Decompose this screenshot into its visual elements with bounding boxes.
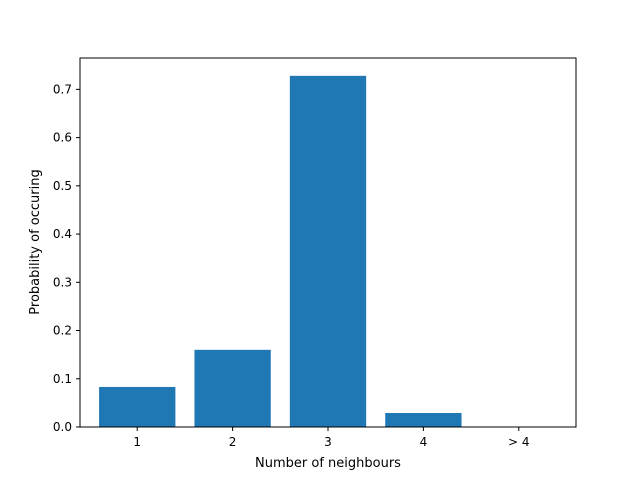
x-tick-label: 4: [420, 435, 428, 449]
bar: [194, 349, 271, 427]
y-tick-label: 0.5: [53, 179, 72, 193]
bar: [289, 75, 367, 427]
x-axis-label: Number of neighbours: [255, 456, 401, 471]
x-tick-label: 3: [324, 435, 332, 449]
y-tick-label: 0.0: [53, 420, 72, 434]
y-tick-label: 0.6: [53, 131, 72, 145]
bar: [99, 386, 176, 427]
x-tick-label: 2: [229, 435, 237, 449]
y-axis-ticks: 0.0 0.1 0.2 0.3 0.4 0.5 0.6 0.7: [53, 82, 80, 434]
x-tick-label: > 4: [508, 435, 530, 449]
y-tick-label: 0.7: [53, 82, 72, 96]
y-tick-label: 0.2: [53, 324, 72, 338]
x-axis-ticks: 1 2 3 4 > 4: [133, 427, 530, 449]
y-tick-label: 0.4: [53, 227, 72, 241]
y-axis-label: Probability of occuring: [28, 169, 43, 314]
y-tick-label: 0.3: [53, 275, 72, 289]
y-tick-label: 0.1: [53, 372, 72, 386]
bar: [385, 413, 462, 427]
x-tick-label: 1: [133, 435, 141, 449]
bars-layer: [99, 75, 462, 427]
